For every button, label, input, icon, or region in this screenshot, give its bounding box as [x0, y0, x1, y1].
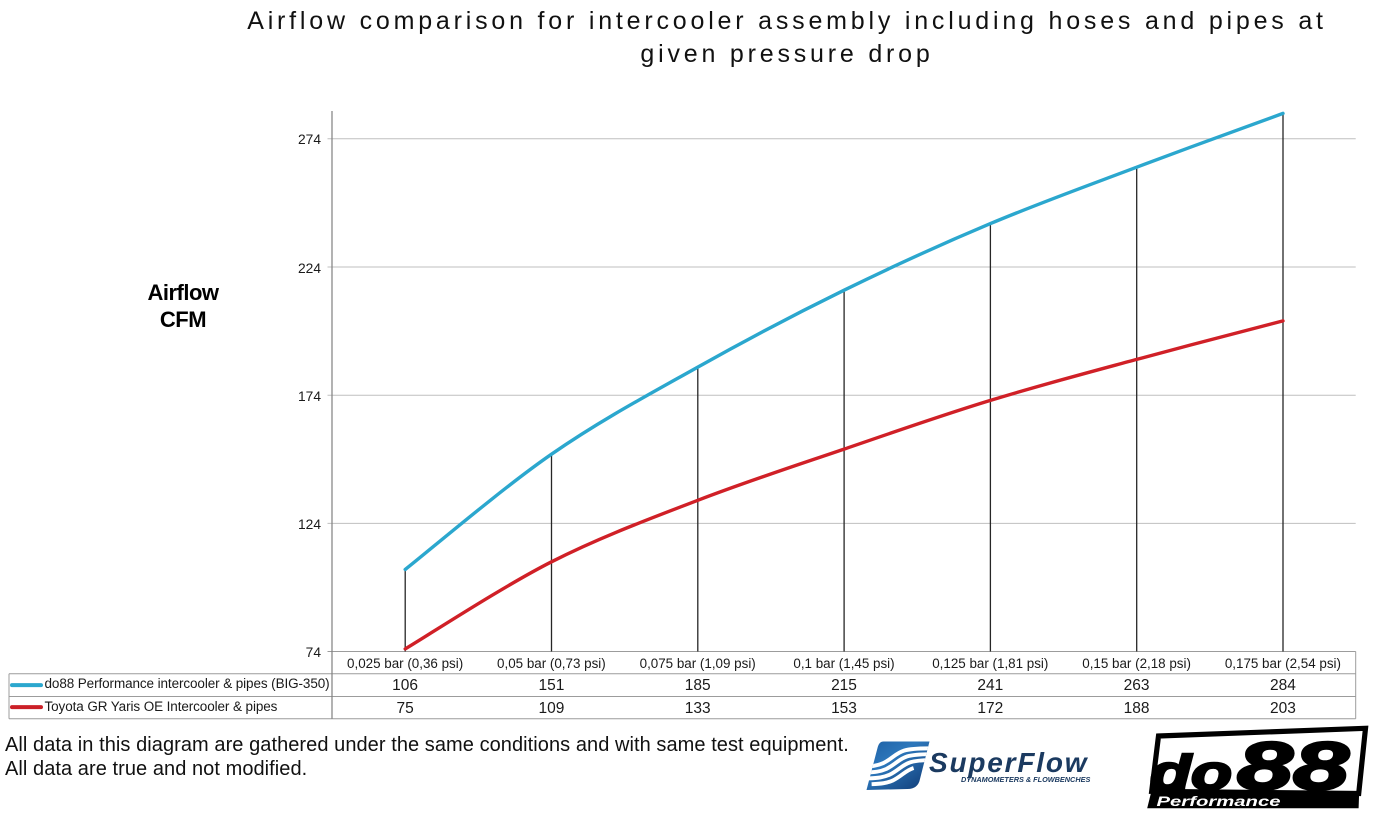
svg-text:do: do: [1150, 747, 1232, 801]
svg-text:88: 88: [1237, 729, 1349, 805]
svg-text:Performance: Performance: [1157, 793, 1281, 809]
